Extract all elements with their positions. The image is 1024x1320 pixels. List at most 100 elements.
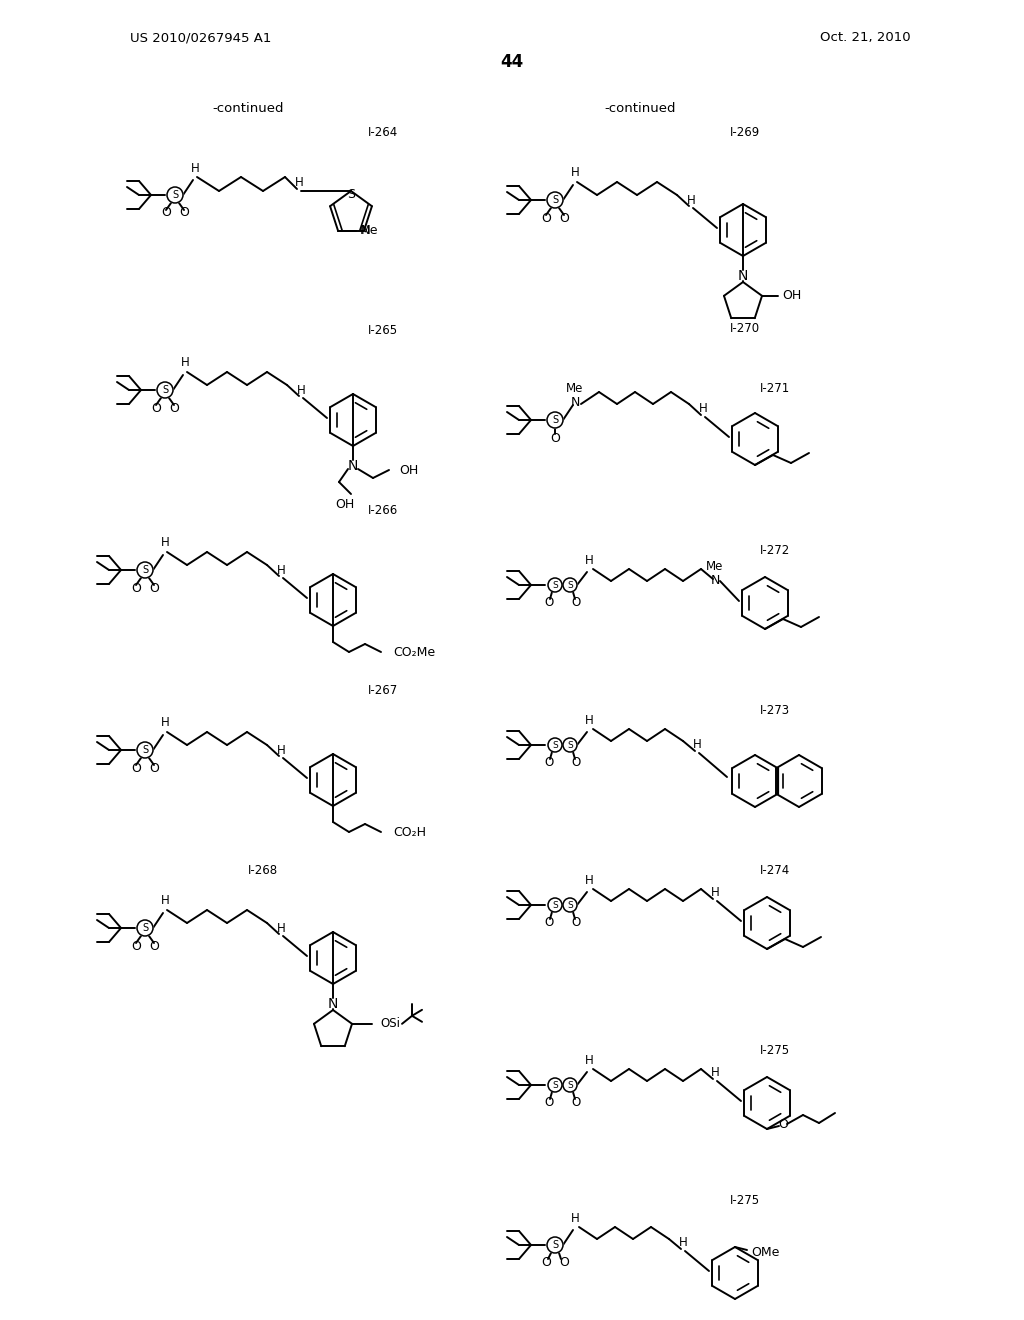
Circle shape [137,920,153,936]
Text: H: H [692,738,701,751]
Text: I-274: I-274 [760,863,791,876]
Text: I-264: I-264 [368,127,398,140]
Text: H: H [161,717,169,730]
Text: Me: Me [707,561,724,573]
Text: S: S [142,565,148,576]
Text: I-275: I-275 [760,1044,791,1056]
Circle shape [547,412,563,428]
Text: OH: OH [336,498,354,511]
Text: O: O [131,762,141,775]
Circle shape [547,1237,563,1253]
Text: O: O [179,206,189,219]
Text: OH: OH [782,289,801,302]
Text: I-270: I-270 [730,322,760,334]
Text: O: O [545,756,554,770]
Text: H: H [295,176,303,189]
Text: H: H [297,384,305,396]
Text: Me: Me [360,224,379,238]
Circle shape [137,742,153,758]
Text: S: S [552,581,558,590]
Text: O: O [545,916,554,929]
Text: O: O [545,1097,554,1110]
Text: S: S [172,190,178,201]
Text: O: O [131,940,141,953]
Text: OH: OH [399,463,418,477]
Text: O: O [571,597,581,610]
Circle shape [563,1078,577,1092]
Text: S: S [552,195,558,205]
Text: H: H [698,403,708,416]
Text: OMe: OMe [751,1246,779,1258]
Text: Me: Me [566,381,584,395]
Text: N: N [711,574,720,587]
Text: S: S [567,900,572,909]
Text: N: N [328,997,338,1011]
Text: H: H [711,887,720,899]
Text: O: O [131,582,141,594]
Circle shape [137,562,153,578]
Text: I-269: I-269 [730,127,760,140]
Text: H: H [276,564,286,577]
Text: Oct. 21, 2010: Oct. 21, 2010 [820,32,910,45]
Text: O: O [150,940,159,953]
Text: S: S [567,741,572,750]
Text: H: H [585,554,593,568]
Text: O: O [571,756,581,770]
Text: H: H [585,714,593,727]
Text: I-273: I-273 [760,704,791,717]
Text: S: S [552,741,558,750]
Text: H: H [679,1237,687,1250]
Text: I-271: I-271 [760,381,791,395]
Text: H: H [711,1067,720,1080]
Text: I-272: I-272 [760,544,791,557]
Text: O: O [152,401,161,414]
Text: H: H [161,536,169,549]
Circle shape [167,187,183,203]
Text: N: N [348,459,358,473]
Text: O: O [559,1257,569,1270]
Circle shape [547,191,563,209]
Text: N: N [361,224,371,238]
Text: O: O [150,762,159,775]
Text: US 2010/0267945 A1: US 2010/0267945 A1 [130,32,271,45]
Circle shape [563,898,577,912]
Text: OSi: OSi [380,1018,400,1031]
Text: -continued: -continued [212,102,284,115]
Text: S: S [142,923,148,933]
Text: 44: 44 [501,53,523,71]
Text: H: H [276,921,286,935]
Circle shape [563,738,577,752]
Circle shape [548,1078,562,1092]
Text: I-275: I-275 [730,1193,760,1206]
Circle shape [157,381,173,399]
Text: O: O [571,1097,581,1110]
Text: S: S [552,414,558,425]
Text: H: H [570,166,580,180]
Text: CO₂Me: CO₂Me [393,645,435,659]
Text: S: S [567,581,572,590]
Text: O: O [550,432,560,445]
Text: N: N [738,269,749,282]
Text: -continued: -continued [604,102,676,115]
Text: H: H [180,356,189,370]
Circle shape [548,578,562,591]
Text: O: O [150,582,159,594]
Text: I-267: I-267 [368,684,398,697]
Text: S: S [552,1081,558,1089]
Text: I-266: I-266 [368,503,398,516]
Text: I-265: I-265 [368,323,398,337]
Text: O: O [559,211,569,224]
Text: O: O [161,206,171,219]
Text: S: S [162,385,168,395]
Text: H: H [161,895,169,908]
Text: O: O [541,1257,551,1270]
Text: S: S [347,187,355,201]
Text: O: O [169,401,179,414]
Text: S: S [567,1081,572,1089]
Text: S: S [552,900,558,909]
Circle shape [548,898,562,912]
Text: O: O [571,916,581,929]
Text: O: O [545,597,554,610]
Circle shape [548,738,562,752]
Text: N: N [570,396,580,408]
